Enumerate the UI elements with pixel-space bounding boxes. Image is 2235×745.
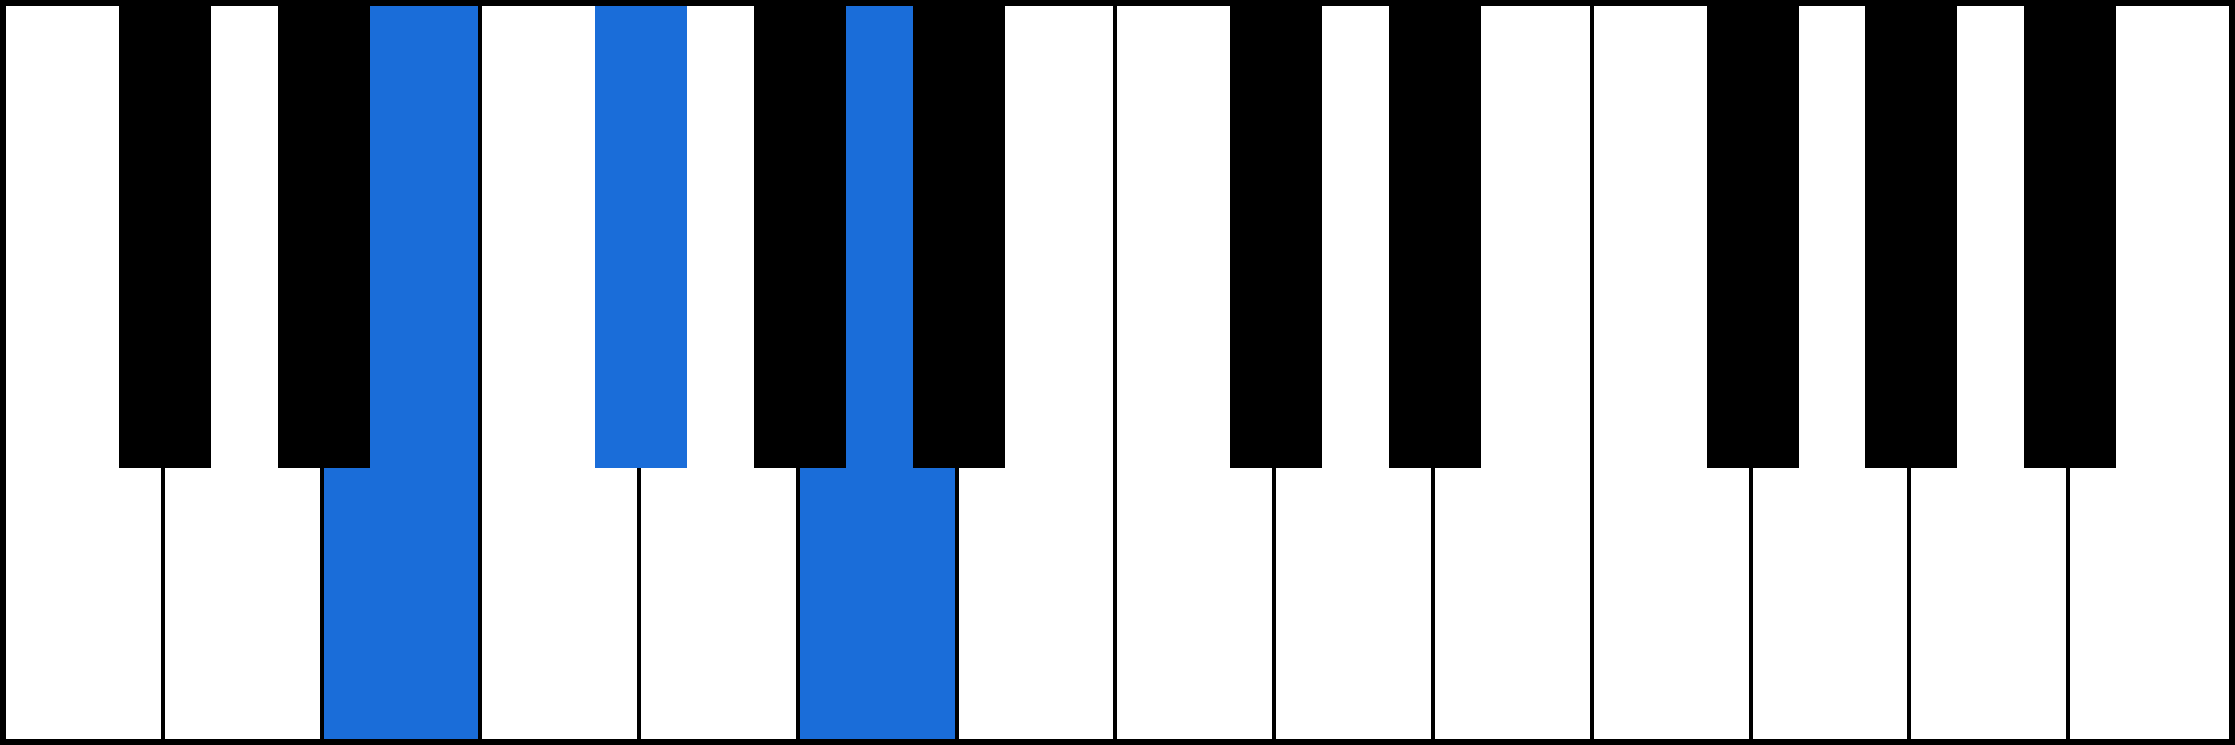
black-key-Gs1 <box>754 6 846 468</box>
black-key-Fs1 <box>595 6 687 468</box>
black-key-As1 <box>913 6 1005 468</box>
black-key-Ds2 <box>1389 6 1481 468</box>
black-key-Fs2 <box>1707 6 1799 468</box>
black-key-Ds1 <box>278 6 370 468</box>
black-key-Cs2 <box>1230 6 1322 468</box>
piano-keyboard <box>0 0 2235 745</box>
black-key-As2 <box>2024 6 2116 468</box>
black-key-Gs2 <box>1865 6 1957 468</box>
black-key-Cs1 <box>119 6 211 468</box>
